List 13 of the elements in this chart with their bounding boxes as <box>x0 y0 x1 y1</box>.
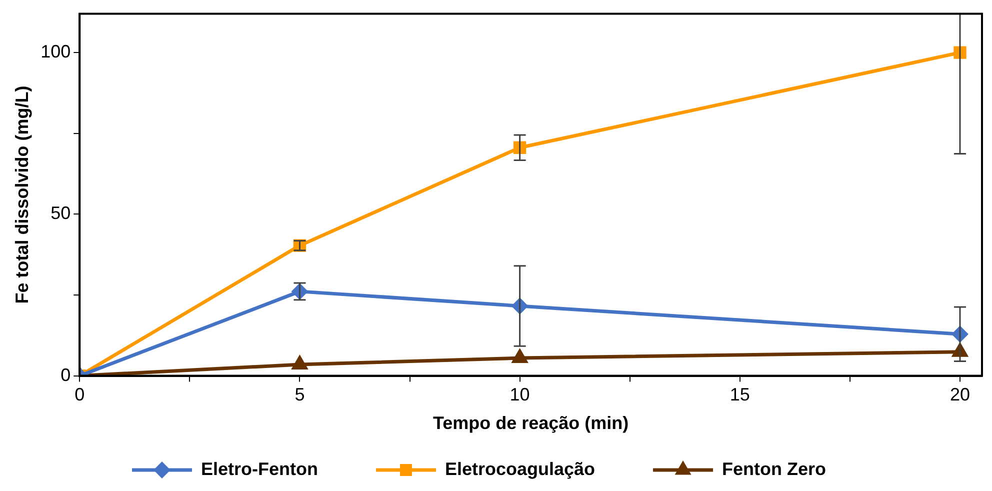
y-tick-label: 100 <box>40 42 71 62</box>
x-tick-label: 5 <box>294 384 305 405</box>
legend-label: Eletrocoagulação <box>444 458 632 479</box>
x-tick-label: 20 <box>950 384 970 405</box>
x-tick-label: 15 <box>730 384 750 405</box>
x-tick-label: 0 <box>74 384 85 405</box>
x-tick-label: 10 <box>510 384 530 405</box>
legend-label: Fenton Zero <box>722 458 862 479</box>
y-tick-label: 50 <box>50 203 71 224</box>
legend-label: Eletro-Fenton <box>200 458 354 479</box>
x-axis-title: Tempo de reação (min) <box>432 413 629 434</box>
y-axis-title: Fe total dissolvido (mg/L) <box>12 86 32 304</box>
y-tick-label: 0 <box>60 364 71 385</box>
